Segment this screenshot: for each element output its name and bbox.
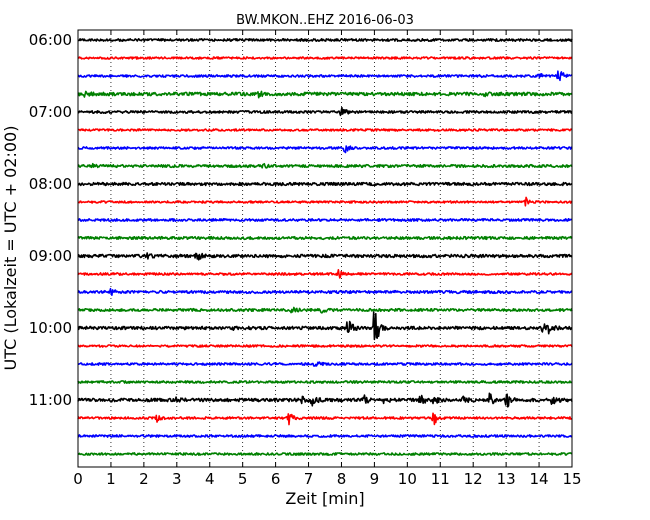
trace-line	[77, 252, 573, 261]
trace-line	[77, 235, 573, 241]
x-tick-label: 4	[205, 470, 215, 488]
chart-title: BW.MKON..EHZ 2016-06-03	[236, 13, 414, 28]
trace-line	[77, 361, 573, 367]
trace-line	[77, 306, 573, 314]
plot-frame	[77, 29, 573, 468]
y-tick-label: 06:00	[29, 31, 72, 49]
x-tick-label: 0	[73, 470, 83, 488]
x-tick-label: 10	[398, 470, 417, 488]
x-tick-label: 8	[337, 470, 347, 488]
trace-line	[77, 90, 573, 99]
x-tick-label: 15	[562, 470, 581, 488]
trace-area	[77, 38, 573, 456]
trace-line	[77, 181, 573, 187]
trace-line	[77, 106, 573, 117]
trace-line	[77, 452, 573, 456]
trace-line	[77, 162, 573, 169]
trace-line	[77, 145, 573, 154]
trace-line	[77, 380, 573, 384]
x-tick-label: 5	[238, 470, 248, 488]
y-tick-label: 07:00	[29, 103, 72, 121]
trace-line	[77, 269, 573, 279]
x-tick-label: 13	[497, 470, 516, 488]
axis-ticks: 0 1 2 3 4 5 6 7 8 9 10 11 12 13 14 1506:0007:0008:0009:…	[29, 30, 582, 488]
x-tick-label: 1	[106, 470, 116, 488]
x-tick-label: 3	[172, 470, 182, 488]
trace-line	[77, 392, 573, 408]
trace-line	[77, 196, 573, 207]
x-tick-label: 12	[464, 470, 483, 488]
trace-line	[77, 434, 573, 438]
x-tick-label: 7	[304, 470, 314, 488]
y-axis-title: UTC (Lokalzeit = UTC + 02:00)	[1, 126, 20, 371]
trace-line	[77, 128, 573, 132]
y-tick-label: 11:00	[29, 391, 72, 409]
x-axis-title: Zeit [min]	[285, 489, 364, 508]
x-tick-label: 2	[139, 470, 149, 488]
trace-line	[77, 56, 573, 60]
x-tick-label: 14	[530, 470, 549, 488]
y-tick-label: 09:00	[29, 247, 72, 265]
y-tick-label: 10:00	[29, 319, 72, 337]
trace-line	[77, 311, 573, 341]
x-tick-label: 6	[271, 470, 281, 488]
trace-line	[77, 38, 573, 42]
trace-line	[77, 287, 573, 296]
trace-line	[77, 344, 573, 348]
y-tick-label: 08:00	[29, 175, 72, 193]
vertical-grid	[110, 30, 540, 467]
trace-line	[77, 218, 573, 222]
x-tick-label: 9	[370, 470, 380, 488]
trace-line	[77, 412, 573, 426]
trace-line	[77, 70, 573, 82]
x-tick-label: 11	[431, 470, 450, 488]
